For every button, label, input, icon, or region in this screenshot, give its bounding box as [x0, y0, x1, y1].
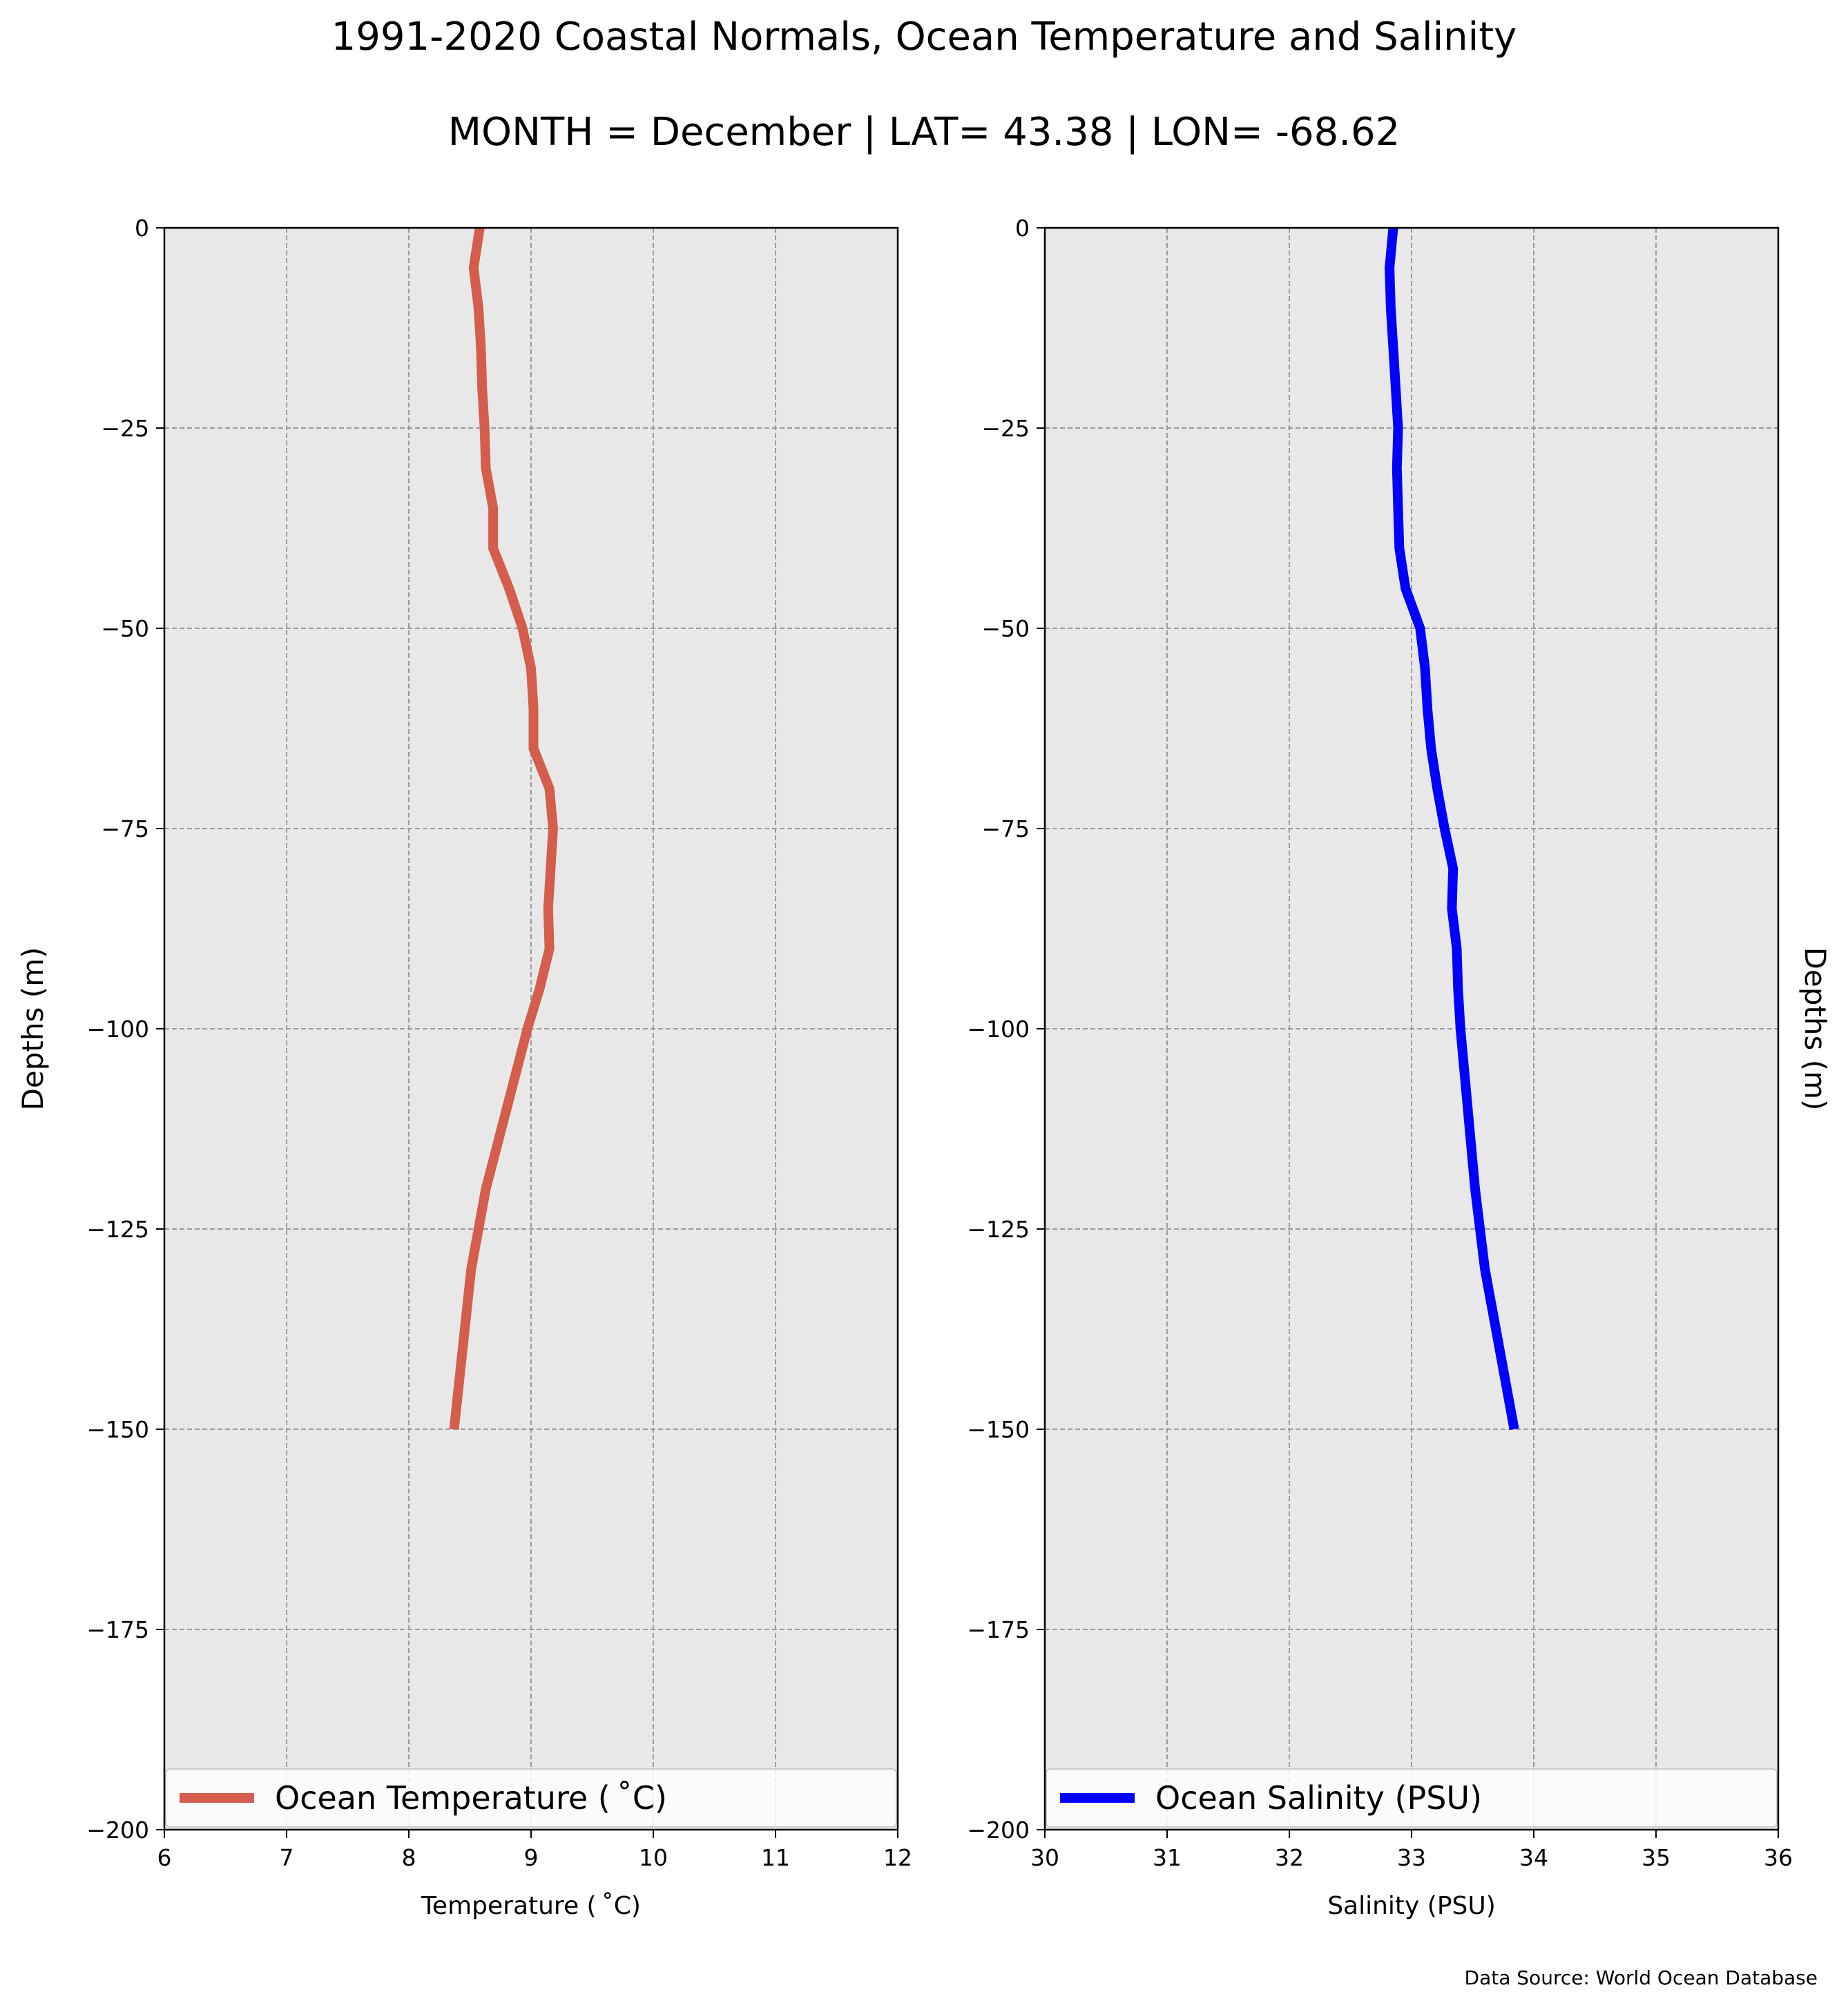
series-line-salinity: [1385, 227, 1519, 1431]
y-tick-label: −25: [101, 415, 149, 442]
axes-frame: [1043, 226, 1780, 1831]
legend-box: [1046, 1768, 1778, 1828]
x-tick-label: 33: [1397, 1844, 1426, 1871]
y-tick-label: −200: [86, 1817, 149, 1844]
y-tick-label: 0: [135, 215, 149, 242]
x-tick-label: 7: [280, 1844, 294, 1871]
y-tick-label: −175: [86, 1616, 149, 1643]
y-tick-label: −150: [967, 1416, 1030, 1443]
legend: Ocean Temperature ( ˚C): [165, 1768, 897, 1828]
y-axis-label: Depths (m): [1798, 947, 1832, 1111]
x-tick-label: 36: [1764, 1844, 1793, 1871]
y-tick-label: −50: [101, 615, 149, 642]
y-tick-label: −25: [981, 415, 1030, 442]
legend-entry: Ocean Temperature ( ˚C): [275, 1779, 667, 1817]
y-tick-label: −175: [967, 1616, 1030, 1643]
figure-subtitle: MONTH = December | LAT= 43.38 | LON= -68…: [448, 110, 1401, 155]
legend: Ocean Salinity (PSU): [1046, 1768, 1778, 1828]
legend-box: [165, 1768, 897, 1828]
x-tick-label: 10: [639, 1844, 668, 1871]
x-tick-label: 35: [1642, 1844, 1671, 1871]
y-tick-label: −100: [967, 1016, 1030, 1043]
y-tick-label: −125: [86, 1216, 149, 1243]
x-tick-label: 6: [157, 1844, 172, 1871]
x-tick-label: 12: [883, 1844, 912, 1871]
x-tick-label: 31: [1153, 1844, 1182, 1871]
x-axis-label: Temperature ( ˚C): [421, 1892, 641, 1920]
y-tick-label: −200: [967, 1817, 1030, 1844]
data-source-note: Data Source: World Ocean Database: [1465, 1966, 1818, 1989]
y-tick-label: −100: [86, 1016, 149, 1043]
temperature-panel: 6 7 8 9 10 11 12 0 −25 −50 −75 −100 −125 −150 −175 −200…: [16, 215, 912, 1920]
salinity-panel: 30 31 32 33 34 35 36 0 −25 −50 −75 −100 −125 −150 −175…: [967, 215, 1832, 1920]
y-tick-label: −50: [981, 615, 1030, 642]
x-tick-label: 11: [761, 1844, 790, 1871]
x-tick-label: 8: [402, 1844, 416, 1871]
y-axis-label: Depths (m): [16, 947, 50, 1111]
x-tick-label: 34: [1519, 1844, 1548, 1871]
x-tick-label: 32: [1275, 1844, 1304, 1871]
x-axis-label: Salinity (PSU): [1327, 1892, 1496, 1920]
figure-title: 1991-2020 Coastal Normals, Ocean Tempera…: [331, 14, 1517, 59]
y-tick-label: −75: [101, 815, 149, 842]
y-tick-label: −150: [86, 1416, 149, 1443]
series-line-temperature: [449, 226, 558, 1430]
y-tick-label: −125: [967, 1216, 1030, 1243]
x-tick-label: 30: [1030, 1844, 1059, 1871]
axes-frame: [163, 226, 899, 1831]
legend-entry: Ocean Salinity (PSU): [1155, 1779, 1482, 1817]
y-tick-label: 0: [1015, 215, 1030, 242]
y-tick-label: −75: [981, 815, 1030, 842]
x-tick-label: 9: [524, 1844, 539, 1871]
